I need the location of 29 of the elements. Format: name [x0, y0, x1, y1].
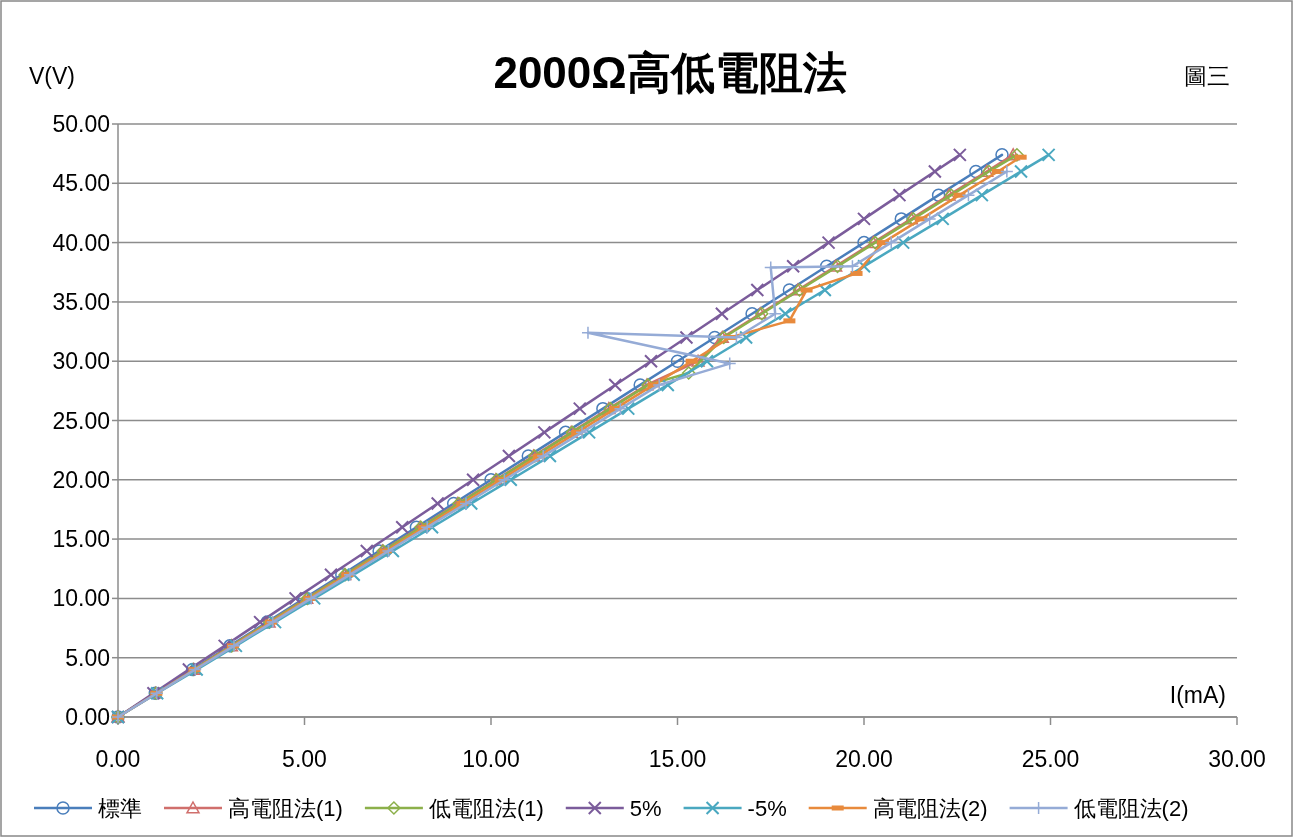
x-tick-label: 5.00	[282, 746, 327, 772]
legend-label: 高電阻法(2)	[872, 796, 988, 821]
y-tick-label: 0.00	[65, 704, 110, 730]
y-tick-label: 35.00	[52, 288, 110, 315]
y-tick-label: 25.00	[52, 407, 110, 434]
legend-label: 5%	[629, 796, 662, 821]
legend-label: 標準	[98, 796, 142, 821]
y-tick-label: 10.00	[52, 585, 110, 612]
legend-label: 低電阻法(2)	[1073, 796, 1189, 821]
legend-label: -5%	[747, 796, 787, 821]
x-tick-label: 20.00	[835, 746, 893, 772]
y-tick-label: 15.00	[52, 526, 110, 553]
x-tick-label: 0.00	[95, 746, 141, 772]
y-tick-label: 30.00	[52, 348, 110, 375]
x-axis-title: I(mA)	[1169, 682, 1226, 708]
y-tick-label: 5.00	[65, 644, 110, 671]
text: 圖三	[1184, 63, 1230, 89]
y-tick-label: 50.00	[52, 111, 110, 137]
y-tick-label: 45.00	[52, 170, 110, 197]
x-tick-label: 25.00	[1021, 746, 1080, 772]
x-tick-label: 15.00	[648, 746, 707, 772]
x-tick-label: 30.00	[1208, 746, 1266, 772]
x-tick-label: 10.00	[462, 746, 520, 772]
chart-title: 2000Ω高低電阻法	[493, 48, 847, 97]
y-axis-title: V(V)	[29, 63, 75, 89]
legend-label: 高電阻法(1)	[228, 796, 343, 821]
legend-label: 低電阻法(1)	[428, 796, 544, 821]
y-tick-label: 40.00	[52, 229, 110, 256]
y-tick-label: 20.00	[52, 466, 110, 493]
